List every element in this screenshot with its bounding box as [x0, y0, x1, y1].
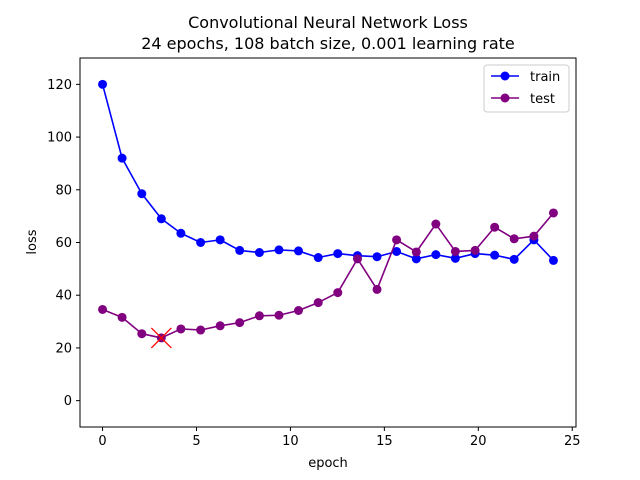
data-point-test: [548, 208, 558, 218]
data-point-test: [529, 231, 539, 241]
y-axis: 0 20 40 60 80 100 120: [47, 78, 80, 409]
data-point-train: [176, 228, 186, 238]
data-point-test: [98, 304, 108, 314]
data-point-train: [313, 253, 323, 263]
data-point-train: [372, 252, 382, 262]
data-point-train: [98, 79, 108, 89]
data-point-train: [333, 249, 343, 259]
legend-test-label: test: [530, 92, 555, 107]
x-axis: 0 5 10 15 20 25: [98, 427, 581, 449]
data-point-test: [450, 246, 460, 256]
data-point-test: [117, 312, 127, 322]
x-tick-label: 5: [192, 434, 200, 449]
data-point-test: [470, 245, 480, 255]
y-tick-label: 120: [47, 78, 72, 93]
data-point-test: [431, 219, 441, 229]
data-point-test: [352, 254, 362, 264]
data-point-test: [254, 311, 264, 321]
legend-train-label: train: [530, 70, 560, 85]
data-point-test: [490, 222, 500, 232]
legend-test-marker: [500, 93, 510, 103]
data-point-test: [509, 234, 519, 244]
x-tick-label: 25: [564, 434, 581, 449]
data-point-train: [274, 245, 284, 255]
data-point-test: [137, 329, 147, 339]
y-tick-label: 0: [64, 394, 72, 409]
data-point-train: [392, 246, 402, 256]
x-tick-label: 10: [282, 434, 299, 449]
data-point-train: [431, 250, 441, 260]
y-axis-label: loss: [25, 229, 40, 254]
series-line-test: [102, 212, 555, 339]
data-point-test: [333, 288, 343, 298]
data-point-train: [137, 189, 147, 199]
y-tick-label: 80: [55, 183, 72, 198]
x-tick-label: 15: [376, 434, 393, 449]
data-point-test: [372, 284, 382, 294]
data-point-train: [196, 238, 206, 247]
data-point-train: [215, 235, 225, 245]
data-point-test: [274, 310, 284, 320]
legend-train-marker: [500, 71, 510, 81]
y-tick-label: 20: [55, 341, 72, 356]
chart-title: Convolutional Neural Network Loss: [188, 13, 468, 32]
best-epoch-marker: [150, 327, 172, 349]
data-point-train: [235, 245, 245, 255]
data-point-train: [509, 254, 519, 264]
legend: train test: [483, 64, 570, 113]
y-tick-label: 60: [55, 236, 72, 251]
x-tick-label: 20: [470, 434, 487, 449]
data-point-test: [313, 298, 323, 308]
data-point-train: [490, 250, 500, 260]
data-point-train: [548, 255, 558, 265]
y-tick-label: 100: [47, 131, 72, 146]
data-point-test: [294, 306, 304, 316]
axes-frame: [79, 57, 577, 428]
data-point-test: [176, 324, 186, 334]
data-point-test: [235, 318, 245, 328]
data-point-test: [392, 235, 402, 245]
data-point-train: [411, 254, 421, 264]
y-tick-label: 40: [55, 289, 72, 304]
data-point-test: [196, 325, 206, 335]
data-point-train: [254, 248, 264, 258]
data-point-train: [156, 214, 166, 224]
x-axis-label: epoch: [308, 456, 348, 471]
plot-area: [98, 79, 558, 349]
data-point-train: [117, 153, 127, 163]
data-point-test: [215, 321, 225, 331]
x-tick-label: 0: [98, 434, 106, 449]
chart-subtitle: 24 epochs, 108 batch size, 0.001 learnin…: [141, 34, 515, 53]
data-point-test: [411, 247, 421, 257]
data-point-train: [450, 253, 460, 263]
data-point-train: [294, 246, 304, 256]
